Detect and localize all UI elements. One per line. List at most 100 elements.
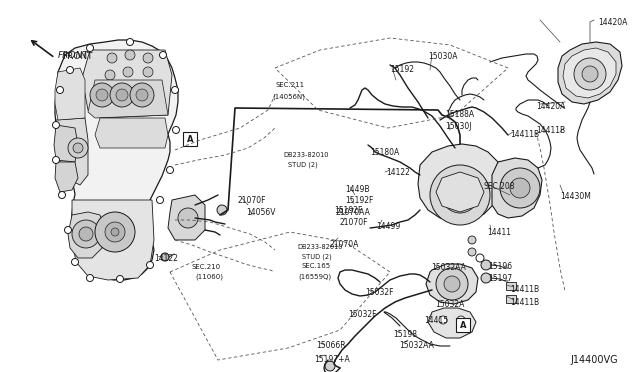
Text: 14122: 14122 (154, 254, 178, 263)
Circle shape (136, 89, 148, 101)
Polygon shape (426, 264, 478, 304)
Circle shape (582, 66, 598, 82)
Circle shape (436, 268, 468, 300)
Circle shape (217, 205, 227, 215)
Circle shape (79, 227, 93, 241)
Text: 1449B: 1449B (345, 185, 369, 194)
Circle shape (67, 67, 74, 74)
Circle shape (172, 87, 179, 93)
Circle shape (178, 208, 198, 228)
Circle shape (452, 187, 468, 203)
Polygon shape (492, 158, 542, 218)
Circle shape (476, 254, 484, 262)
Circle shape (52, 122, 60, 128)
Text: 14430M: 14430M (560, 192, 591, 201)
Polygon shape (54, 125, 78, 162)
Circle shape (143, 67, 153, 77)
Text: FRONT: FRONT (62, 52, 93, 61)
Text: 15032A: 15032A (435, 300, 465, 309)
Circle shape (73, 143, 83, 153)
Text: 15198: 15198 (393, 330, 417, 339)
Text: DB233-82010: DB233-82010 (297, 244, 342, 250)
Circle shape (325, 361, 335, 371)
Bar (456, 318, 470, 332)
Circle shape (574, 58, 606, 90)
Text: 14420A: 14420A (598, 18, 627, 27)
Text: 15192F: 15192F (345, 196, 373, 205)
Circle shape (166, 167, 173, 173)
Circle shape (72, 220, 100, 248)
Circle shape (58, 192, 65, 199)
Text: (16559Q): (16559Q) (298, 273, 331, 279)
Circle shape (127, 38, 134, 45)
Text: 15192F: 15192F (334, 206, 362, 215)
Text: 15032AA: 15032AA (399, 341, 434, 350)
Text: 14056V: 14056V (246, 208, 275, 217)
Circle shape (439, 316, 447, 324)
Text: 14411B: 14411B (510, 285, 539, 294)
Polygon shape (55, 40, 178, 280)
Circle shape (173, 126, 179, 134)
Circle shape (96, 89, 108, 101)
Circle shape (111, 228, 119, 236)
Circle shape (125, 50, 135, 60)
Text: 15188A: 15188A (445, 110, 474, 119)
Text: 15032F: 15032F (365, 288, 394, 297)
Bar (506, 295, 516, 303)
Circle shape (481, 260, 491, 270)
Text: SEC.208: SEC.208 (483, 182, 515, 191)
Circle shape (65, 227, 72, 234)
Circle shape (110, 83, 134, 107)
Circle shape (123, 67, 133, 77)
Circle shape (56, 87, 63, 93)
Text: STUD (2): STUD (2) (288, 162, 317, 169)
Text: DB233-82010: DB233-82010 (283, 152, 328, 158)
Polygon shape (72, 200, 154, 280)
Text: 14411B: 14411B (536, 126, 565, 135)
Text: (11060): (11060) (195, 274, 223, 280)
Text: 14415: 14415 (424, 316, 448, 325)
Text: A: A (187, 135, 193, 144)
Text: (14056N): (14056N) (272, 93, 305, 99)
Circle shape (143, 53, 153, 63)
Polygon shape (563, 48, 616, 98)
Polygon shape (55, 68, 85, 120)
Polygon shape (55, 162, 78, 192)
Text: STUD (2): STUD (2) (302, 254, 332, 260)
Text: 15197: 15197 (488, 274, 512, 283)
Bar (183, 132, 197, 146)
Text: 15197+A: 15197+A (314, 355, 349, 364)
Text: SEC.211: SEC.211 (275, 82, 304, 88)
Polygon shape (56, 118, 88, 185)
Text: 21070A: 21070A (330, 240, 360, 249)
Text: 15196: 15196 (488, 262, 512, 271)
Circle shape (159, 51, 166, 58)
Text: 15066R: 15066R (316, 341, 346, 350)
Circle shape (147, 262, 154, 269)
Circle shape (130, 83, 154, 107)
Circle shape (444, 276, 460, 292)
Polygon shape (428, 308, 476, 338)
Text: 15032F: 15032F (348, 310, 376, 319)
Polygon shape (82, 50, 172, 118)
Circle shape (157, 196, 163, 203)
Circle shape (481, 273, 491, 283)
Text: A: A (460, 321, 467, 330)
Circle shape (52, 157, 60, 164)
Text: 14499: 14499 (376, 222, 400, 231)
Polygon shape (436, 172, 484, 212)
Polygon shape (88, 80, 168, 118)
Polygon shape (95, 118, 168, 148)
Circle shape (105, 70, 115, 80)
Circle shape (510, 178, 530, 198)
Circle shape (116, 276, 124, 282)
Circle shape (86, 45, 93, 51)
Text: 14411B: 14411B (510, 298, 539, 307)
Circle shape (95, 212, 135, 252)
Circle shape (68, 138, 88, 158)
Circle shape (72, 259, 79, 266)
Circle shape (500, 168, 540, 208)
Text: 15192: 15192 (390, 65, 414, 74)
Text: 14420A: 14420A (536, 102, 565, 111)
Text: SEC.210: SEC.210 (192, 264, 221, 270)
